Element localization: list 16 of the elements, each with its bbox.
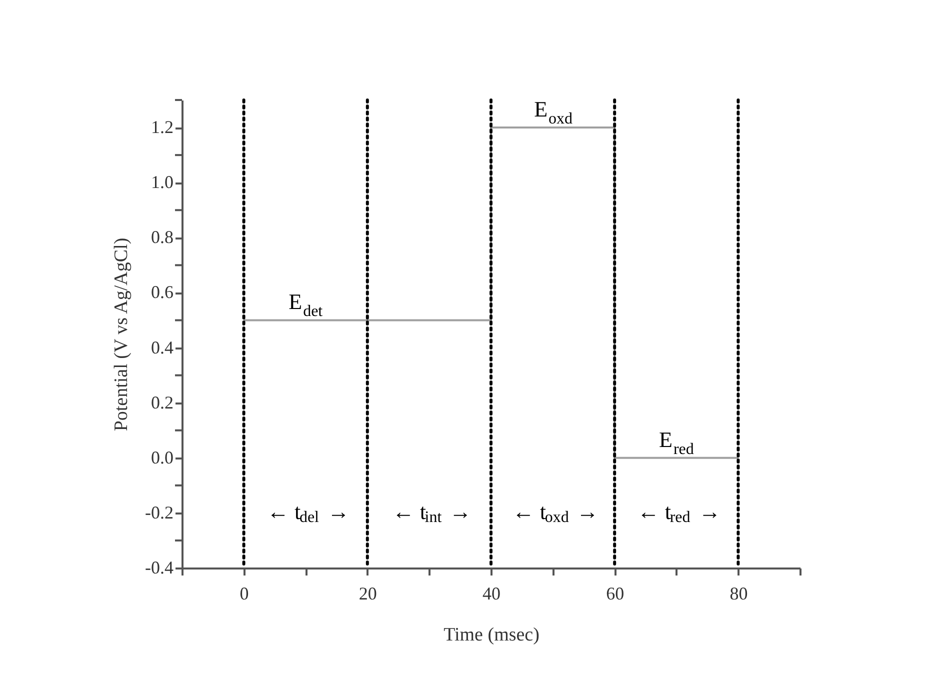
x-tick-label: 0 [240, 584, 249, 604]
y-tick-label: 0.6 [151, 282, 174, 302]
x-axis-title: Time (msec) [444, 624, 540, 646]
y-tick-label: 1.0 [151, 172, 174, 192]
y-axis-title: Potential (V vs Ag/AgCl) [111, 238, 132, 432]
y-tick-label: -0.4 [145, 558, 174, 578]
y-tick-label: 0.0 [151, 447, 174, 468]
y-tick-label: 0.2 [151, 392, 174, 412]
x-tick-label: 60 [606, 584, 624, 604]
y-tick-label: 0.4 [151, 337, 174, 358]
y-tick-label: -0.2 [145, 502, 174, 522]
x-tick-label: 80 [730, 584, 748, 604]
x-tick-label: 20 [358, 584, 377, 604]
y-tick-label: 1.2 [151, 117, 174, 138]
y-tick-label: 0.8 [151, 227, 174, 248]
x-tick-label: 40 [482, 584, 500, 604]
